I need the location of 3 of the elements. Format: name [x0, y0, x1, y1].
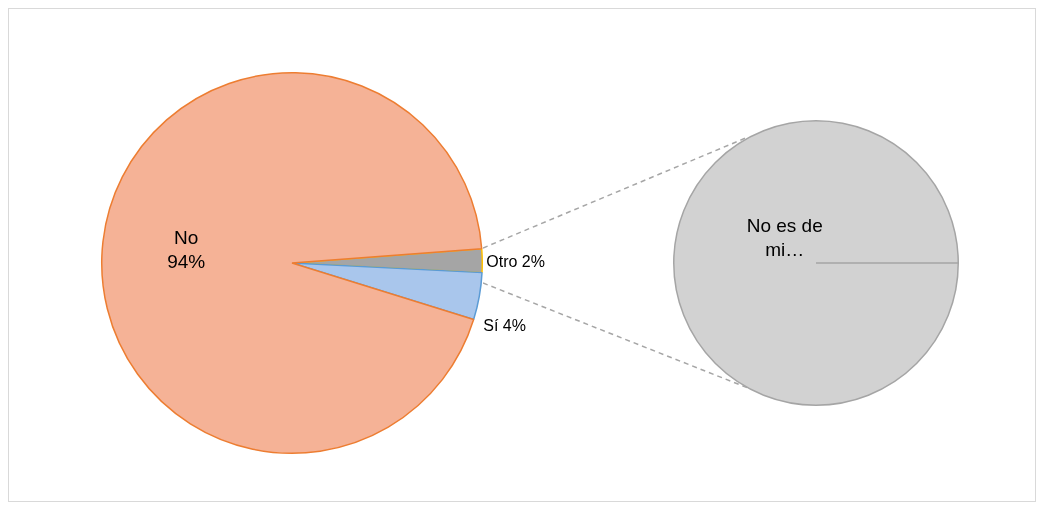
- data-label: 94%: [167, 251, 206, 273]
- slice-label: No: [174, 227, 199, 249]
- slice-label: No es de mi…: [746, 215, 823, 261]
